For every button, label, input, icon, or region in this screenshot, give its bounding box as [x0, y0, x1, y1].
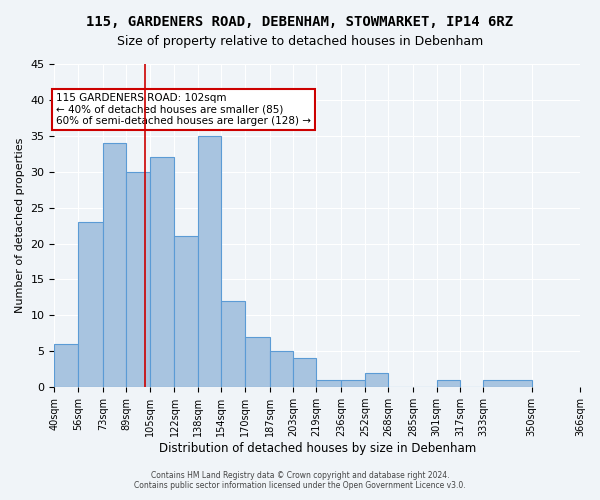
Y-axis label: Number of detached properties: Number of detached properties	[15, 138, 25, 314]
Bar	[484, 380, 532, 387]
Bar	[78, 222, 103, 387]
Bar	[198, 136, 221, 387]
Bar	[245, 337, 269, 387]
Bar	[316, 380, 341, 387]
Text: Size of property relative to detached houses in Debenham: Size of property relative to detached ho…	[117, 35, 483, 48]
Bar	[269, 352, 293, 387]
Bar	[103, 143, 126, 387]
Bar	[55, 344, 78, 387]
Text: 115, GARDENERS ROAD, DEBENHAM, STOWMARKET, IP14 6RZ: 115, GARDENERS ROAD, DEBENHAM, STOWMARKE…	[86, 15, 514, 29]
Bar	[175, 236, 198, 387]
Bar	[221, 301, 245, 387]
Text: 115 GARDENERS ROAD: 102sqm
← 40% of detached houses are smaller (85)
60% of semi: 115 GARDENERS ROAD: 102sqm ← 40% of deta…	[56, 92, 311, 126]
Bar	[293, 358, 316, 387]
Text: Contains HM Land Registry data © Crown copyright and database right 2024.
Contai: Contains HM Land Registry data © Crown c…	[134, 470, 466, 490]
X-axis label: Distribution of detached houses by size in Debenham: Distribution of detached houses by size …	[158, 442, 476, 455]
Bar	[365, 373, 388, 387]
Bar	[149, 158, 175, 387]
Bar	[126, 172, 149, 387]
Bar	[437, 380, 460, 387]
Bar	[341, 380, 365, 387]
